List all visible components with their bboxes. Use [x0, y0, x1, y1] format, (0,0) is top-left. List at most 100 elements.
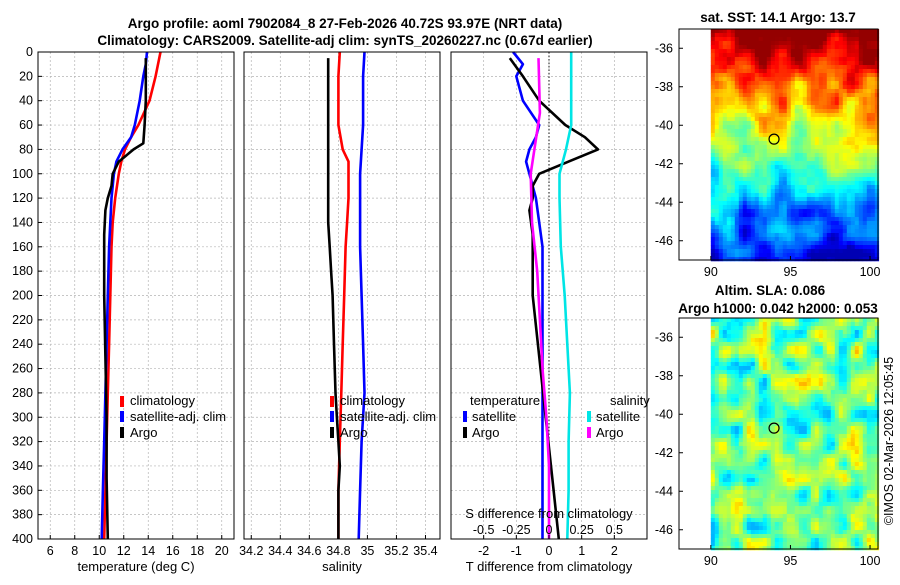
depth-tick-label: 320 [12, 435, 33, 449]
map-cell [711, 97, 715, 101]
map-cell [791, 498, 795, 502]
map-cell [787, 229, 791, 233]
map-cell [775, 522, 779, 526]
map-cell [739, 241, 743, 245]
map-cell [855, 213, 859, 217]
map-cell [803, 482, 807, 486]
map-cell [839, 161, 843, 165]
map-cell [767, 253, 771, 257]
map-cell [739, 181, 743, 185]
map-cell [731, 29, 735, 33]
map-cell [735, 209, 739, 213]
map-cell [863, 37, 867, 41]
map-cell [747, 498, 751, 502]
map-cell [811, 474, 815, 478]
map-cell [743, 418, 747, 422]
map-cell [871, 169, 875, 173]
map-cell [843, 225, 847, 229]
map-cell [759, 482, 763, 486]
map-cell [711, 181, 715, 185]
map-cell [843, 97, 847, 101]
map-cell [815, 406, 819, 410]
map-cell [827, 245, 831, 249]
map-cell [795, 73, 799, 77]
map-cell [831, 69, 835, 73]
map-cell [759, 442, 763, 446]
map-cell [839, 390, 843, 394]
map-cell [759, 169, 763, 173]
map-cell [843, 454, 847, 458]
map-cell [715, 129, 719, 133]
map-cell [867, 494, 871, 498]
map-cell [827, 173, 831, 177]
map-cell [791, 366, 795, 370]
map-cell [751, 442, 755, 446]
map-cell [771, 418, 775, 422]
map-cell [791, 81, 795, 85]
map-cell [823, 81, 827, 85]
map-cell [871, 390, 875, 394]
map-cell [755, 378, 759, 382]
map-cell [739, 125, 743, 129]
map-cell [739, 386, 743, 390]
map-cell [759, 65, 763, 69]
map-cell [727, 390, 731, 394]
map-cell [867, 510, 871, 514]
map-cell [815, 330, 819, 334]
map-cell [855, 450, 859, 454]
map-cell [855, 197, 859, 201]
map-cell [775, 229, 779, 233]
map-cell [835, 125, 839, 129]
map-cell [759, 338, 763, 342]
map-cell [751, 354, 755, 358]
map-cell [723, 410, 727, 414]
map-cell [759, 93, 763, 97]
map-cell [779, 97, 783, 101]
map-cell [751, 502, 755, 506]
map-cell [727, 257, 731, 261]
map-cell [759, 189, 763, 193]
map-cell [743, 213, 747, 217]
map-cell [867, 125, 871, 129]
map-cell [815, 346, 819, 350]
map-cell [847, 446, 851, 450]
map-cell [727, 117, 731, 121]
map-cell [847, 322, 851, 326]
map-cell [823, 205, 827, 209]
map-cell [851, 33, 855, 37]
map-cell [831, 253, 835, 257]
map-cell [835, 85, 839, 89]
map-cell [767, 245, 771, 249]
map-cell [803, 474, 807, 478]
map-cell [815, 185, 819, 189]
map-cell [807, 350, 811, 354]
map-cell [851, 45, 855, 49]
map-cell [855, 466, 859, 470]
map-cell [827, 33, 831, 37]
map-cell [747, 490, 751, 494]
map-cell [735, 121, 739, 125]
map-cell [831, 133, 835, 137]
map-cell [839, 510, 843, 514]
map-cell [711, 217, 715, 221]
map-cell [855, 69, 859, 73]
map-cell [811, 201, 815, 205]
map-cell [851, 438, 855, 442]
map-cell [851, 169, 855, 173]
map-cell [867, 370, 871, 374]
map-cell [855, 534, 859, 538]
map-cell [843, 189, 847, 193]
map-cell [787, 430, 791, 434]
map-cell [767, 197, 771, 201]
map-cell [779, 141, 783, 145]
map-cell [719, 374, 723, 378]
map-cell [791, 358, 795, 362]
map-cell [755, 334, 759, 338]
map-cell [843, 193, 847, 197]
map-cell [731, 141, 735, 145]
map-cell [815, 133, 819, 137]
map-cell [743, 129, 747, 133]
map-cell [795, 37, 799, 41]
map-cell [775, 153, 779, 157]
map-cell [871, 137, 875, 141]
